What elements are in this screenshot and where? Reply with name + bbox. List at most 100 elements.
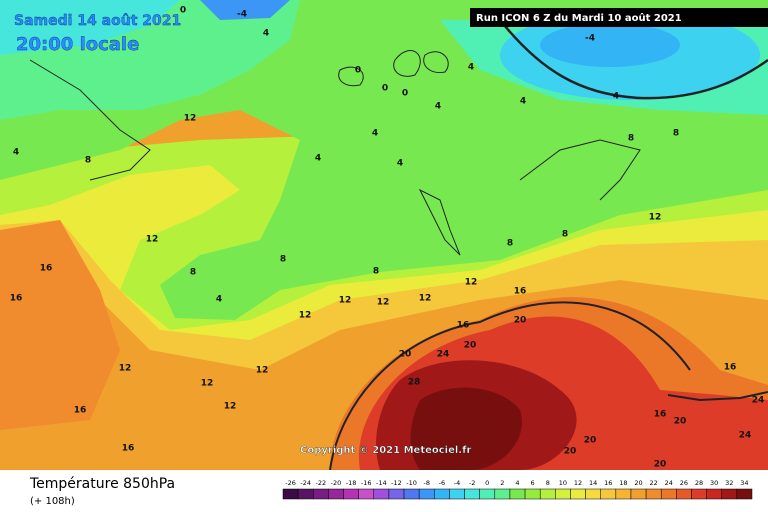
isotherm-minus4 [499, 19, 768, 100]
contour-label: 16 [122, 444, 135, 454]
legend-tick-label: -12 [391, 479, 402, 487]
legend-tick-label: -2 [469, 479, 475, 487]
contour-label: 16 [654, 410, 667, 420]
legend-swatch [676, 488, 692, 500]
contour-label: 12 [146, 235, 159, 245]
contour-label: 16 [40, 264, 53, 274]
legend-tick-label: 26 [680, 479, 688, 487]
legend-tick-label: -6 [439, 479, 445, 487]
legend-tick-label: -4 [454, 479, 460, 487]
contour-label: 16 [74, 406, 87, 416]
legend-tick-label: -14 [376, 479, 387, 487]
legend-tick-label: 0 [485, 479, 489, 487]
footer-lead: (+ 108h) [30, 496, 75, 507]
legend-swatch [434, 488, 450, 500]
valid-date: Samedi 14 août 2021 [14, 13, 181, 29]
legend-swatch [691, 488, 707, 500]
legend-swatch [615, 488, 632, 500]
contour-labels: 0 -4 4 0 0 0 -4 4 4 4 4 4 4 4 12 12 16 16 8 4 8 8 12 12 12 12 16 16… [10, 6, 765, 470]
contour-label: 8 [190, 268, 196, 278]
legend-tick-label: 14 [589, 479, 597, 487]
legend-swatch [328, 488, 344, 500]
field-minus6 [540, 23, 680, 67]
contour-label: 8 [280, 255, 286, 265]
legend-tick-label: 12 [574, 479, 582, 487]
legend-tick-label: -8 [423, 479, 429, 487]
contour-label: 12 [119, 364, 132, 374]
contour-label: 20 [464, 341, 477, 351]
contour-label: 4 [520, 97, 526, 107]
field-west [0, 220, 120, 430]
field-cold-patch [200, 0, 290, 20]
legend-tick-label: 2 [500, 479, 504, 487]
contour-label: 0 [402, 89, 408, 99]
contour-label: 24 [752, 396, 765, 406]
contour-label: 8 [373, 267, 379, 277]
legend-swatch [388, 488, 405, 500]
contour-label: 20 [564, 447, 577, 457]
contour-label: 4 [263, 29, 269, 39]
contour-label: 12 [419, 294, 432, 304]
legend-tick-label: -26 [285, 479, 296, 487]
contour-label: 12 [377, 298, 390, 308]
contour-label: 16 [457, 321, 470, 331]
contour-label: -4 [585, 34, 595, 44]
map-background [0, 0, 768, 470]
legend-tick-label: 4 [515, 479, 519, 487]
contour-label: 16 [514, 287, 527, 297]
legend-tick-label: -16 [361, 479, 372, 487]
contour-label: 20 [654, 460, 667, 470]
contour-label: 4 [216, 295, 222, 305]
contour-label: 20 [399, 350, 412, 360]
legend-swatch [373, 488, 390, 500]
legend-swatch [449, 488, 465, 500]
contour-label: 12 [201, 379, 214, 389]
legend-swatch [645, 488, 662, 500]
legend-swatch [736, 488, 753, 500]
legend-tick-label: 28 [695, 479, 703, 487]
legend-swatch [524, 488, 541, 500]
legend-swatch [555, 488, 571, 500]
contour-label: 8 [507, 239, 513, 249]
legend-swatch [570, 488, 586, 500]
isotherm-20-east [667, 391, 768, 402]
color-legend: -26 -24 -22 -20 -18 -16 -14 -12 -10 -8 -6 -4 -2 0 2 4 6 8… [282, 479, 753, 500]
legend-tick-label: 30 [710, 479, 718, 487]
coast-greenland [29, 59, 151, 181]
coast-britain [418, 188, 461, 256]
island [393, 50, 421, 77]
isotherm-20 [329, 301, 691, 471]
contour-label: 12 [299, 311, 312, 321]
copyright: Copyright © 2021 Meteociel.fr [300, 445, 471, 456]
field-30 [410, 387, 522, 470]
contour-label: -4 [237, 10, 247, 20]
contour-label: 12 [256, 366, 269, 376]
contour-label: 0 [382, 84, 388, 94]
run-box [470, 8, 768, 27]
contour-label: 4 [435, 102, 441, 112]
legend-tick-label: 22 [650, 479, 658, 487]
run-info: Run ICON 6 Z du Mardi 10 août 2021 [476, 12, 682, 24]
contour-label: 4 [468, 63, 474, 73]
contour-label: 4 [372, 129, 378, 139]
contour-label: 4 [315, 154, 321, 164]
legend-tick-label: -22 [316, 479, 327, 487]
contour-label: 4 [397, 159, 403, 169]
contour-label: 4 [613, 92, 619, 102]
contour-label: 0 [355, 66, 361, 76]
contour-label: 28 [408, 378, 421, 388]
contour-label: 20 [514, 316, 527, 326]
legend-tick-label: -18 [346, 479, 357, 487]
legend-swatch [494, 488, 511, 500]
footer-title: Température 850hPa [29, 476, 175, 492]
legend-swatch [297, 488, 314, 500]
valid-time: 20:00 locale [16, 34, 139, 55]
legend-tick-label: 24 [665, 479, 673, 487]
field-0 [0, 0, 180, 55]
contour-label: 8 [628, 134, 634, 144]
contour-label: 12 [649, 213, 662, 223]
legend-swatch [282, 488, 299, 500]
legend-swatch [313, 488, 329, 500]
legend-swatch [660, 488, 677, 500]
